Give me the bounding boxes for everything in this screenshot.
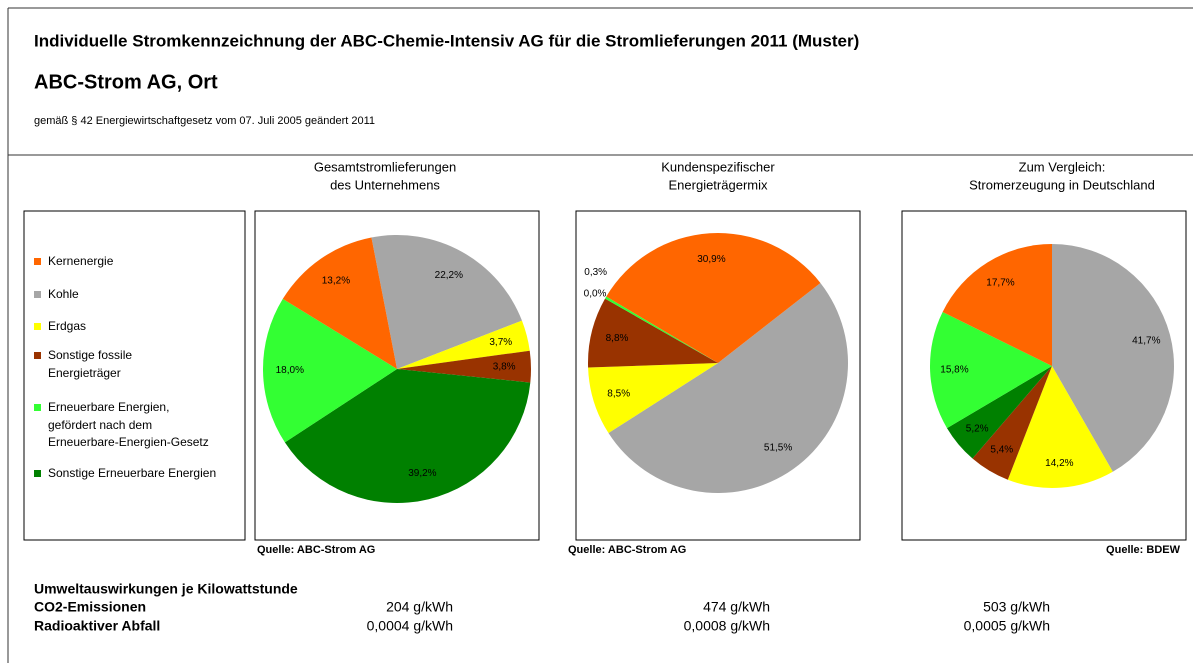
legend-label: Sonstige fossile (48, 348, 132, 362)
data-label: 18,0% (276, 365, 304, 376)
company: ABC-Strom AG, Ort (34, 71, 218, 93)
data-label: 22,2% (435, 270, 463, 281)
pie-slice (1052, 244, 1174, 472)
impact-value: 0,0005 g/kWh (964, 618, 1050, 634)
data-label: 5,2% (966, 423, 989, 434)
pie-slice (397, 320, 530, 369)
data-label: 8,5% (607, 389, 630, 400)
data-label: 39,2% (408, 468, 436, 479)
legend-label: Kohle (48, 287, 79, 301)
legend-label: Energieträger (48, 366, 121, 380)
chart-title: Gesamtstromlieferungen (314, 159, 456, 174)
legend-label: Erneuerbare Energien, (48, 400, 169, 414)
data-label: 0,3% (584, 267, 607, 278)
legend-swatch (34, 404, 41, 411)
legend-label: gefördert nach dem (48, 418, 152, 432)
pie-slice (605, 296, 718, 363)
legend-label: Erneuerbare-Energien-Gesetz (48, 435, 209, 449)
subtitle: gemäß § 42 Energiewirtschaftgesetz vom 0… (34, 115, 375, 127)
pie-slice (608, 282, 849, 494)
impact-value: 204 g/kWh (386, 599, 453, 615)
pie-slice (1007, 366, 1113, 489)
data-label: 51,5% (764, 443, 792, 454)
pie-slice (946, 366, 1052, 459)
pie-slice (284, 369, 531, 503)
pie-slice (397, 350, 532, 383)
chart-source: Quelle: ABC-Strom AG (568, 544, 686, 556)
impact-label: CO2-Emissionen (34, 599, 146, 615)
data-label: 3,7% (489, 337, 512, 348)
data-label: 8,8% (606, 333, 629, 344)
legend-swatch (34, 323, 41, 330)
pie-slice (972, 366, 1052, 480)
data-label: 30,9% (697, 254, 725, 265)
pie-slice (282, 237, 397, 369)
legend-swatch (34, 291, 41, 298)
title: Individuelle Stromkennzeichnung der ABC-… (34, 31, 859, 50)
legend-box (23, 210, 246, 541)
legend-swatch (34, 352, 41, 359)
chart-source: Quelle: BDEW (1106, 544, 1181, 556)
chart-title: des Unternehmens (330, 177, 440, 192)
data-label: 15,8% (940, 364, 968, 375)
data-label: 5,4% (990, 444, 1013, 455)
impact-heading: Umweltauswirkungen je Kilowattstunde (34, 581, 298, 597)
impact-value: 503 g/kWh (983, 599, 1050, 615)
data-label: 13,2% (322, 276, 350, 287)
pie-slice (942, 244, 1052, 366)
chart-box (901, 210, 1187, 541)
data-label: 3,8% (493, 362, 516, 373)
pie-slice (588, 298, 718, 368)
legend-label: Erdgas (48, 319, 86, 333)
impact-value: 474 g/kWh (703, 599, 770, 615)
chart-box (254, 210, 540, 541)
legend-label: Sonstige Erneuerbare Energien (48, 466, 216, 480)
data-label: 14,2% (1045, 458, 1073, 469)
chart-title: Zum Vergleich: (1019, 159, 1106, 174)
data-label: 0,0% (584, 288, 607, 299)
pie-slice (371, 234, 522, 369)
chart-box (575, 210, 861, 541)
chart-title: Kundenspezifischer (661, 159, 775, 174)
chart-title: Stromerzeugung in Deutschland (969, 177, 1155, 192)
legend-swatch (34, 470, 41, 477)
data-label: 41,7% (1132, 335, 1160, 346)
legend-label: Kernenergie (48, 254, 114, 268)
impact-value: 0,0004 g/kWh (367, 618, 453, 634)
legend-swatch (34, 258, 41, 265)
impact-label: Radioaktiver Abfall (34, 618, 160, 634)
pie-slice (606, 233, 821, 363)
pie-slice (588, 363, 718, 434)
chart-source: Quelle: ABC-Strom AG (257, 544, 375, 556)
pie-slice (929, 311, 1052, 429)
pie-slice (263, 298, 397, 443)
chart-title: Energieträgermix (669, 177, 768, 192)
impact-value: 0,0008 g/kWh (684, 618, 770, 634)
data-label: 17,7% (986, 278, 1014, 289)
